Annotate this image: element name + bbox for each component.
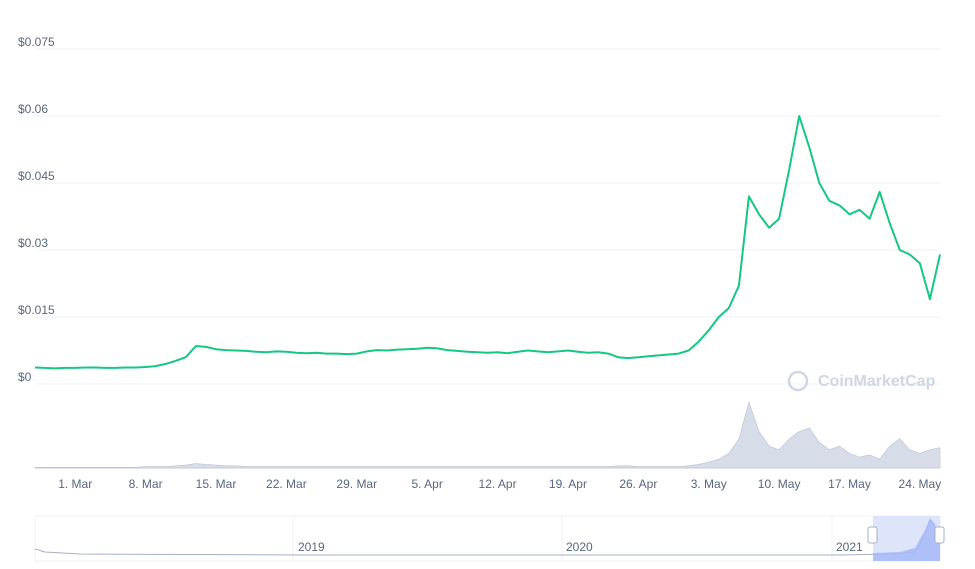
x-tick-label: 12. Apr <box>479 477 517 491</box>
x-tick-label: 24. May <box>899 477 942 491</box>
plot: $0 $0.015 $0.03 $0.045 $0.06 $0.075 1. Mar 8. M… <box>18 35 941 491</box>
y-tick-label: $0.045 <box>18 169 55 183</box>
x-tick-label: 17. May <box>828 477 871 491</box>
y-tick-label: $0.03 <box>18 236 48 250</box>
x-tick-label: 3. May <box>691 477 727 491</box>
x-tick-label: 29. Mar <box>336 477 377 491</box>
x-tick-label: 5. Apr <box>411 477 442 491</box>
navigator-label: 2020 <box>566 540 593 554</box>
navigator-area <box>873 518 940 561</box>
x-tick-label: 8. Mar <box>129 477 163 491</box>
navigator-handle[interactable] <box>867 526 878 544</box>
y-tick-label: $0.015 <box>18 303 55 317</box>
x-tick-label: 15. Mar <box>196 477 237 491</box>
x-tick-label: 19. Apr <box>549 477 587 491</box>
watermark-text: CoinMarketCap <box>818 373 936 390</box>
price-line <box>34 115 941 370</box>
navigator-handle[interactable] <box>934 526 945 544</box>
watermark-logo <box>787 370 809 392</box>
y-tick-label: $0.06 <box>18 102 48 116</box>
watermark: CoinMarketCap <box>787 370 936 392</box>
navigator[interactable] <box>34 515 941 562</box>
x-tick-label: 22. Mar <box>266 477 307 491</box>
x-tick-label: 26. Apr <box>619 477 657 491</box>
x-tick-label: 10. May <box>758 477 801 491</box>
navigator-label: 2021 <box>836 540 863 554</box>
x-tick-label: 1. Mar <box>58 477 92 491</box>
y-tick-label: $0.075 <box>18 35 55 49</box>
volume-area <box>34 401 941 469</box>
y-tick-label: $0 <box>18 370 32 384</box>
navigator-label: 2019 <box>298 540 325 554</box>
